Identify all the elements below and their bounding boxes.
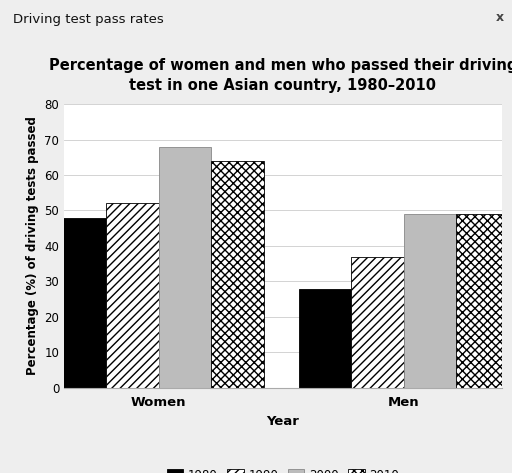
Text: Driving test pass rates: Driving test pass rates	[13, 13, 163, 26]
Bar	[456, 214, 509, 388]
Bar	[403, 214, 456, 388]
Title: Percentage of women and men who passed their driving
test in one Asian country, : Percentage of women and men who passed t…	[49, 58, 512, 93]
Bar	[159, 147, 211, 388]
Bar	[53, 218, 106, 388]
Bar	[351, 256, 403, 388]
X-axis label: Year: Year	[266, 415, 300, 428]
Y-axis label: Percentage (%) of driving tests passed: Percentage (%) of driving tests passed	[26, 116, 39, 376]
Text: x: x	[496, 10, 504, 24]
Bar	[106, 203, 159, 388]
Legend: 1980, 1990, 2000, 2010: 1980, 1990, 2000, 2010	[164, 466, 401, 473]
Bar	[211, 161, 264, 388]
Bar	[298, 289, 351, 388]
